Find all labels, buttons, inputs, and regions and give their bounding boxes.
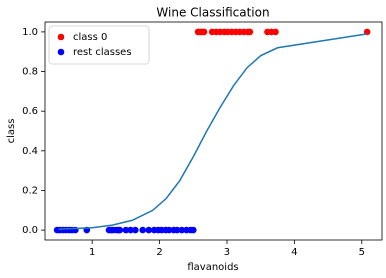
legend: class 0 rest classes <box>48 25 150 65</box>
scatter-point <box>165 226 173 234</box>
scatter-point <box>132 226 139 234</box>
plot-frame <box>44 21 383 241</box>
legend-box <box>48 25 150 65</box>
y-tick-label: 0.6 <box>22 106 38 117</box>
x-axis-label: flavanoids <box>187 262 238 273</box>
x-tick-label: 3 <box>224 247 230 258</box>
scatter-point <box>189 226 197 234</box>
scatter-point <box>127 226 134 234</box>
y-axis-label: class <box>6 119 17 144</box>
legend-marker <box>57 33 65 41</box>
x-tick-label: 4 <box>291 247 297 258</box>
scatter-point <box>178 226 186 234</box>
scatter-point <box>200 28 208 36</box>
y-tick-label: 0.4 <box>22 146 38 157</box>
y-tick-label: 0.8 <box>22 67 38 78</box>
scatter-point <box>139 226 147 234</box>
legend-marker <box>57 48 65 56</box>
line <box>58 33 368 230</box>
y-tick-label: 0.0 <box>22 225 38 236</box>
y-tick-label: 1.0 <box>22 27 38 38</box>
x-tick-label: 1 <box>89 247 95 258</box>
scatter-point <box>122 226 130 234</box>
scatter-point <box>173 226 181 234</box>
legend-label: rest classes <box>73 47 132 58</box>
y-tick-label: 0.2 <box>22 185 38 196</box>
scatter-point <box>116 226 124 234</box>
x-tick-label: 2 <box>156 247 162 258</box>
scatter-point <box>272 28 279 36</box>
legend-label: class 0 <box>73 32 107 43</box>
scatter-point <box>246 28 254 36</box>
x-tick-label: 5 <box>359 247 365 258</box>
scatter-point <box>145 226 153 234</box>
chart-title: Wine Classification <box>156 6 269 20</box>
